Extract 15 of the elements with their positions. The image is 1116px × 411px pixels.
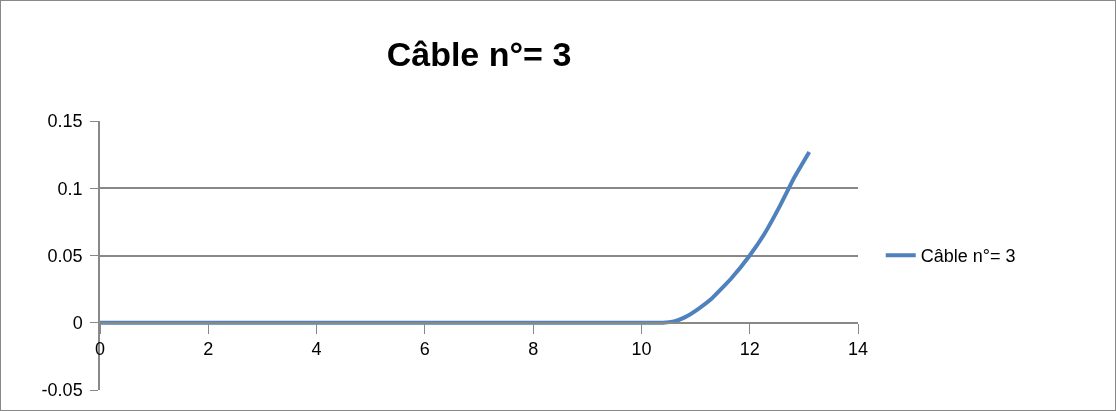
y-tick-label: 0.05 — [47, 245, 83, 266]
legend-label: Câble n°= 3 — [920, 246, 1016, 267]
chart-title: Câble n°= 3 — [386, 35, 572, 74]
y-tick-label: -0.05 — [41, 380, 83, 401]
x-tick-label: 10 — [631, 339, 652, 360]
x-tick-label: 8 — [528, 339, 539, 360]
x-tick-label: 14 — [847, 339, 869, 360]
y-tick-label: 0.15 — [47, 111, 83, 132]
y-tick-label: 0 — [72, 313, 83, 334]
x-tick-label: 6 — [419, 339, 430, 360]
x-tick-label: 12 — [739, 339, 760, 360]
x-tick-label: 4 — [311, 339, 322, 360]
y-tick-label: 0.1 — [57, 178, 83, 199]
x-tick-label: 2 — [203, 339, 214, 360]
x-tick-label: 0 — [94, 339, 106, 360]
